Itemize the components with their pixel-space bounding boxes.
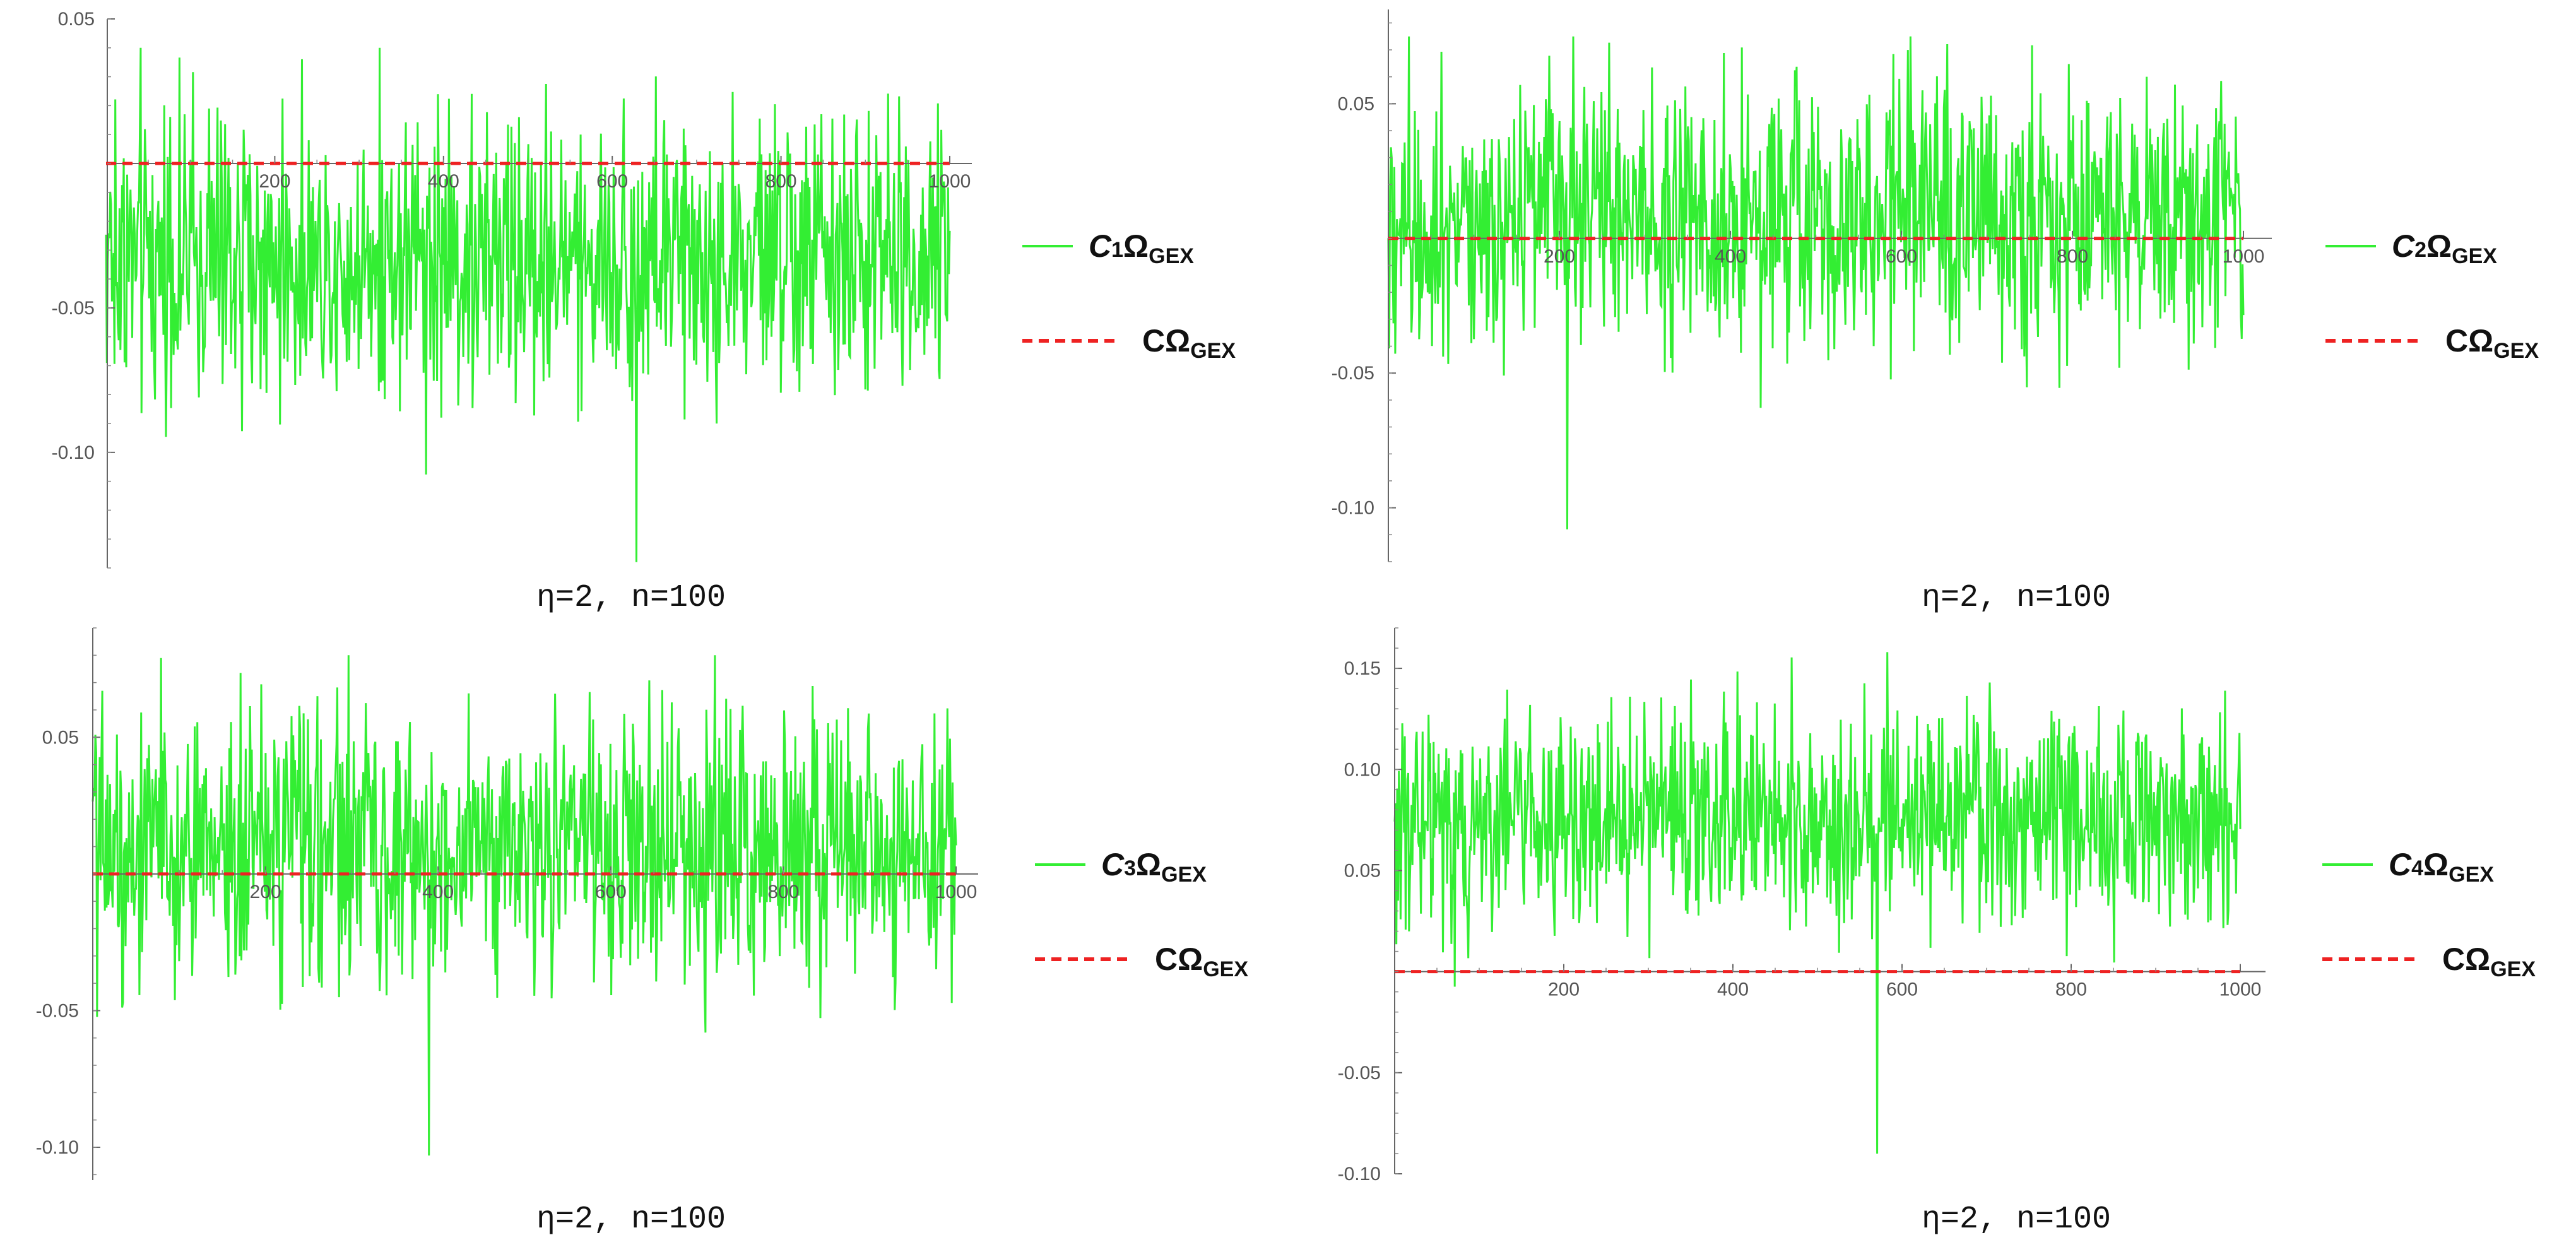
x-tick-label: 200 [1544, 246, 1575, 267]
legend-label-reference: CΩGEX [2442, 942, 2536, 981]
legend-label-c2: C2ΩGEX [2392, 228, 2497, 268]
chart-caption: η=2, n=100 [536, 580, 726, 616]
legend-label-c4: C4ΩGEX [2389, 847, 2494, 887]
x-tick-label: 1000 [929, 171, 971, 192]
legend: C3ΩGEX CΩGEX [1035, 847, 1248, 981]
series-line-c2 [1387, 36, 2245, 529]
y-tick-label: 0.05 [1344, 860, 1381, 881]
chart-caption: η=2, n=100 [1922, 1202, 2111, 1238]
y-tick-label: 0.05 [58, 9, 95, 30]
y-tick-label: -0.05 [1338, 1063, 1381, 1084]
chart-panel-1: 0.05 -0.05 -0.10 200 400 600 800 1000 η=2, n=100… [52, 9, 1236, 616]
x-tick-label: 800 [2057, 246, 2088, 267]
x-tick-label: 200 [1548, 979, 1580, 1000]
y-tick-label: 0.05 [1338, 93, 1374, 114]
chart-caption: η=2, n=100 [1922, 580, 2111, 616]
y-tick-label: -0.10 [52, 442, 95, 463]
x-tick-label: 800 [765, 171, 797, 192]
y-tick-label: -0.05 [36, 1000, 79, 1021]
x-tick-label: 1000 [935, 882, 978, 902]
x-tick-label: 1000 [2219, 979, 2262, 1000]
series-line-c3 [92, 655, 957, 1156]
x-tick-label: 200 [259, 171, 290, 192]
y-tick-label: -0.05 [1332, 363, 1374, 384]
x-tick-label: 600 [596, 171, 628, 192]
y-tick-label: 0.10 [1344, 759, 1381, 780]
y-tick-label: -0.10 [1332, 498, 1374, 519]
x-tick-label: 400 [428, 171, 459, 192]
series-line-c1 [105, 47, 951, 562]
x-tick-label: 600 [1886, 979, 1918, 1000]
legend: C1ΩGEX CΩGEX [1022, 228, 1236, 363]
x-tick-label: 600 [1886, 246, 1917, 267]
legend-label-c3: C3ΩGEX [1101, 847, 1207, 887]
x-tick-label: 800 [2055, 979, 2087, 1000]
legend-label-reference: CΩGEX [1142, 323, 1236, 363]
x-tick-label: 400 [422, 882, 454, 902]
x-tick-label: 800 [767, 882, 799, 902]
legend-label-c1: C1ΩGEX [1089, 228, 1194, 268]
chart-panel-2: 0.05 -0.05 -0.10 200 400 600 800 1000 η=2, n=100… [1332, 9, 2539, 616]
legend: C4ΩGEX CΩGEX [2322, 847, 2536, 981]
y-tick-label: -0.10 [1338, 1164, 1381, 1185]
x-tick-label: 400 [1717, 979, 1749, 1000]
legend-label-reference: CΩGEX [1155, 942, 1248, 981]
chart-panel-3: 0.05 -0.05 -0.10 200 400 600 800 1000 η=2, n=100… [36, 627, 1248, 1238]
y-tick-label: -0.05 [52, 298, 95, 319]
series-line-c4 [1393, 652, 2242, 1154]
y-tick-label: 0.05 [42, 727, 79, 748]
x-tick-label: 200 [250, 882, 281, 902]
y-tick-label: 0.15 [1344, 658, 1381, 679]
legend: C2ΩGEX CΩGEX [2325, 228, 2539, 363]
legend-label-reference: CΩGEX [2445, 323, 2539, 363]
x-tick-label: 600 [595, 882, 627, 902]
x-tick-label: 1000 [2223, 246, 2265, 267]
chart-caption: η=2, n=100 [536, 1202, 726, 1238]
chart-panel-4: 0.15 0.10 0.05 -0.05 -0.10 200 400 600 800 1000 η=… [1338, 627, 2536, 1238]
y-tick-label: -0.10 [36, 1137, 79, 1158]
x-tick-label: 400 [1715, 246, 1746, 267]
